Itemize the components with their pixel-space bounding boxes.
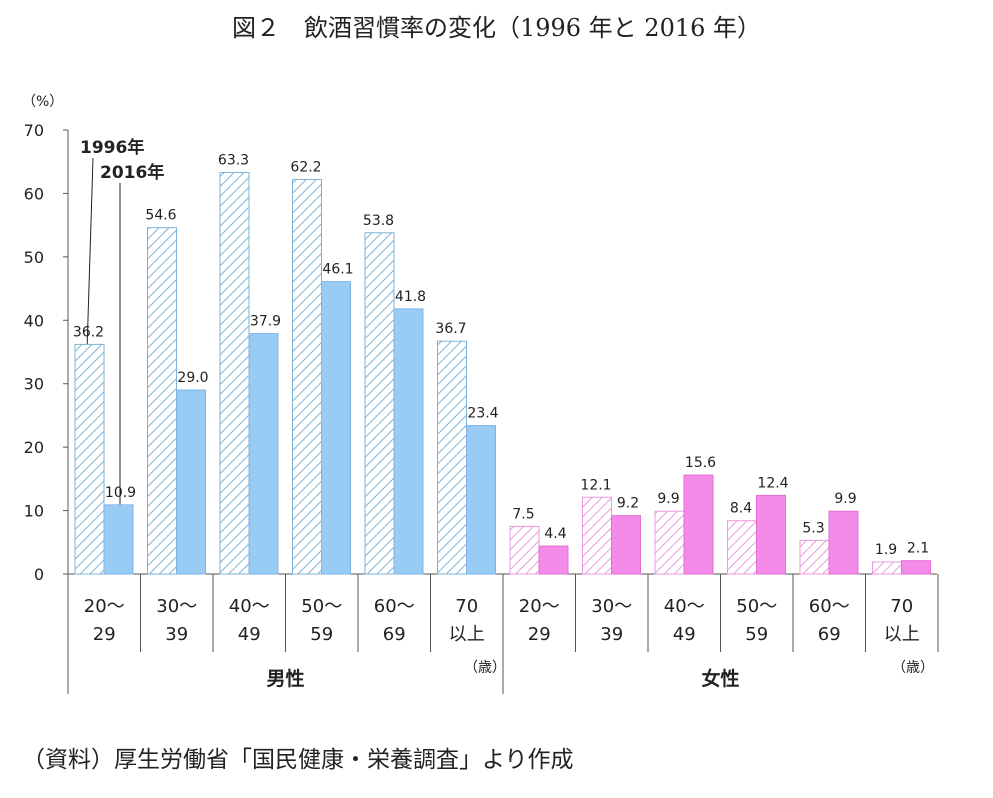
male-bar-1996 [147, 227, 177, 575]
data-label: 53.8 [363, 213, 394, 229]
y-tick-label: 70 [24, 121, 44, 140]
female-bar-2016 [756, 494, 786, 575]
y-tick-label: 40 [24, 311, 44, 330]
data-label: 41.8 [395, 289, 426, 305]
female-bar-1996 [799, 539, 830, 575]
data-label: 36.7 [435, 321, 466, 337]
x-category-label: 60～ [809, 596, 850, 617]
x-category-label: 40～ [229, 596, 270, 617]
data-label: 8.4 [730, 501, 752, 517]
age-unit-label-female: （歳） [892, 660, 934, 676]
male-bar-2016 [248, 333, 279, 575]
data-label: 37.9 [250, 314, 281, 330]
data-label: 36.2 [73, 324, 104, 340]
data-label: 46.1 [322, 262, 353, 278]
female-bar-1996 [582, 496, 612, 575]
source-note: （資料）厚生労働省「国民健康・栄養調査」より作成 [22, 747, 574, 773]
data-label: 9.9 [657, 491, 679, 507]
male-bar-2016 [176, 389, 206, 575]
male-bar-2016 [103, 504, 134, 575]
data-label: 4.4 [544, 526, 566, 542]
group-label: 女性 [701, 667, 739, 690]
female-bar-1996 [872, 561, 902, 575]
male-bar-2016 [321, 281, 351, 575]
y-tick-label: 50 [24, 248, 44, 267]
age-unit-label-male: （歳） [464, 660, 506, 676]
data-label: 12.1 [580, 477, 611, 493]
x-category-label: 70 [455, 596, 478, 617]
male-bar-1996 [364, 232, 395, 575]
group-label: 男性 [266, 667, 304, 690]
data-label: 62.2 [290, 159, 321, 175]
x-category-label: 40～ [664, 596, 705, 617]
legend-leader-1996 [86, 157, 94, 351]
x-category-label: 49 [673, 624, 696, 645]
bar-chart: 0 10 20 30 40 50 60 70 20～ 29 30～ 39 40～ 49 50～ 59 60～ 69… [22, 94, 939, 694]
female-bar-2016 [611, 515, 641, 575]
x-category-label: 30～ [591, 596, 632, 617]
x-category-label: 69 [818, 624, 841, 645]
data-label: 7.5 [512, 506, 534, 522]
x-category-label: 70 [890, 596, 913, 617]
y-tick-label: 0 [34, 565, 44, 584]
female-bar-1996 [654, 510, 685, 575]
female-bar-2016 [901, 560, 931, 575]
data-label: 1.9 [875, 542, 897, 558]
male-bar-1996 [219, 171, 250, 575]
male-bar-2016 [466, 425, 496, 575]
data-label: 15.6 [685, 455, 716, 471]
y-unit-label: （%） [22, 94, 63, 110]
data-label: 12.4 [757, 475, 788, 491]
male-bar-1996 [437, 340, 467, 575]
data-label: 2.1 [907, 541, 929, 557]
data-label: 23.4 [467, 406, 498, 422]
male-bar-2016 [393, 308, 424, 575]
data-label: 9.2 [617, 496, 639, 512]
data-label: 54.6 [145, 208, 176, 224]
female-bar-1996 [509, 525, 540, 575]
x-category-label: 以上 [449, 624, 485, 645]
y-tick-label: 30 [24, 375, 44, 394]
y-tick-label: 60 [24, 184, 44, 203]
data-label: 9.9 [834, 491, 856, 507]
legend-2016: 2016年 [100, 162, 164, 183]
male-bar-1996 [292, 178, 322, 575]
data-label: 63.3 [218, 152, 249, 168]
x-category-label: 30～ [156, 596, 197, 617]
x-category-label: 29 [528, 624, 551, 645]
female-bar-2016 [683, 474, 714, 575]
data-label: 29.0 [177, 370, 208, 386]
x-category-label: 20～ [84, 596, 125, 617]
female-bar-1996 [727, 520, 757, 575]
y-tick-label: 20 [24, 438, 44, 457]
female-bar-2016 [828, 510, 859, 575]
x-category-label: 60～ [374, 596, 415, 617]
x-category-label: 49 [238, 624, 261, 645]
x-category-label: 50～ [301, 596, 342, 617]
x-category-label: 以上 [884, 624, 920, 645]
legend-1996: 1996年 [80, 137, 144, 158]
x-category-label: 39 [600, 624, 623, 645]
x-category-label: 29 [93, 624, 116, 645]
data-label: 10.9 [105, 485, 136, 501]
data-label: 5.3 [802, 520, 824, 536]
x-category-label: 39 [165, 624, 188, 645]
x-category-label: 59 [310, 624, 333, 645]
x-category-label: 59 [745, 624, 768, 645]
x-category-label: 20～ [519, 596, 560, 617]
y-tick-label: 10 [24, 502, 44, 521]
male-bar-1996 [74, 343, 105, 575]
chart-title: 図２ 飲酒習慣率の変化（1996 年と 2016 年） [231, 14, 762, 42]
x-category-label: 69 [383, 624, 406, 645]
female-bar-2016 [538, 545, 569, 575]
x-category-label: 50～ [736, 596, 777, 617]
